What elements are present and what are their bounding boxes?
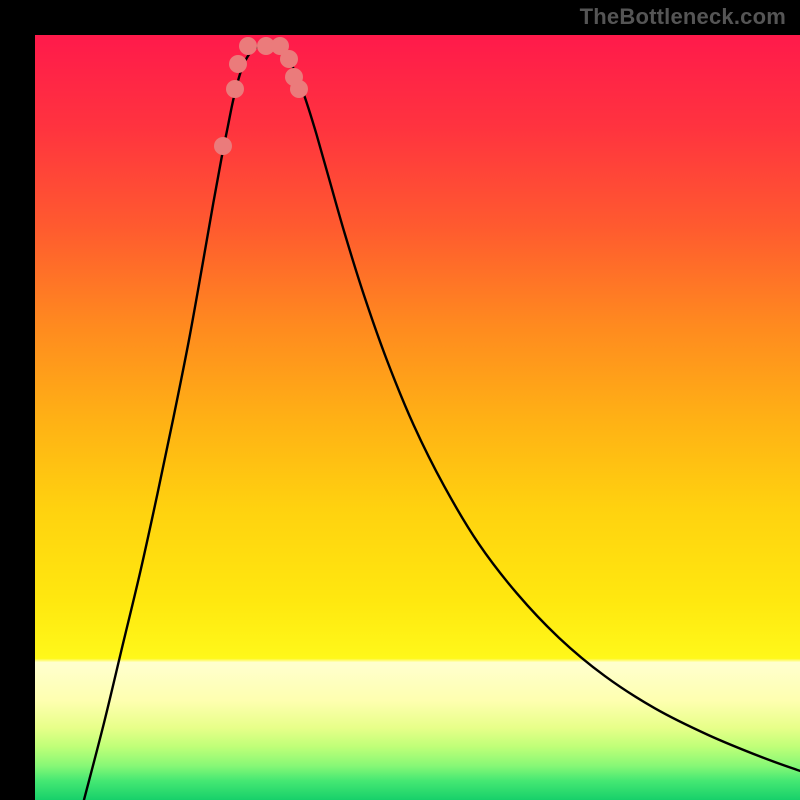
valley-marker <box>214 137 232 155</box>
bottleneck-curve <box>35 35 800 800</box>
valley-marker <box>280 50 298 68</box>
curve-right-branch <box>265 45 800 771</box>
watermark-text: TheBottleneck.com <box>580 4 786 30</box>
valley-marker <box>229 55 247 73</box>
curve-left-branch <box>84 45 265 800</box>
chart-plot-area <box>35 35 800 800</box>
valley-marker <box>239 37 257 55</box>
chart-outer-frame: TheBottleneck.com <box>0 0 800 800</box>
valley-marker <box>290 80 308 98</box>
valley-marker <box>226 80 244 98</box>
